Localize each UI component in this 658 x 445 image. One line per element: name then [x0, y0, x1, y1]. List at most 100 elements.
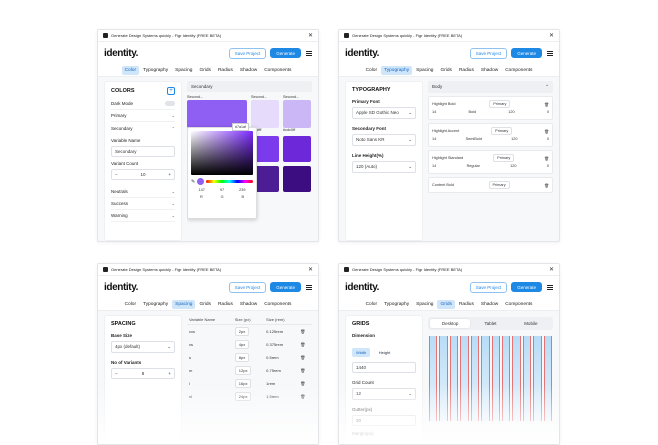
px-select[interactable]: 4px — [234, 340, 250, 349]
minus-icon[interactable]: − — [115, 371, 118, 376]
trash-icon[interactable]: 🗑 — [544, 156, 549, 161]
tab-spacing[interactable]: Spacing — [172, 299, 196, 309]
trash-icon[interactable]: 🗑 — [300, 355, 306, 360]
line-height-value[interactable]: 120 — [511, 137, 518, 141]
tab-typography[interactable]: Typography — [381, 65, 413, 75]
generate-button[interactable]: Generate — [270, 282, 301, 292]
trash-icon[interactable]: 🗑 — [300, 342, 306, 347]
size-value[interactable]: 14 — [432, 110, 437, 114]
trash-icon[interactable]: 🗑 — [300, 368, 306, 373]
hamburger-menu-icon[interactable] — [306, 284, 312, 290]
generate-button[interactable]: Generate — [511, 48, 542, 58]
tab-color[interactable]: Color — [365, 301, 378, 307]
weight-select[interactable]: SemiBold — [465, 137, 482, 141]
trash-icon[interactable]: 🗑 — [300, 381, 306, 386]
save-project-button[interactable]: Save Project — [228, 281, 267, 293]
tab-typography[interactable]: Typography — [143, 67, 169, 73]
trash-icon[interactable]: 🗑 — [544, 183, 549, 188]
tab-spacing[interactable]: Spacing — [416, 301, 434, 307]
b-value[interactable]: 239 — [239, 188, 246, 192]
color-picker-popover[interactable]: #7a1af ✎ 147 97 239 R G B — [187, 123, 257, 219]
line-height-value[interactable]: 120 — [508, 110, 515, 114]
g-value[interactable]: 97 — [219, 188, 225, 192]
add-color-button[interactable]: + — [167, 87, 175, 95]
letter-spacing-value[interactable]: 0 — [546, 164, 549, 168]
save-project-button[interactable]: Save Project — [228, 47, 267, 59]
weight-select[interactable]: Bold — [468, 110, 477, 114]
tab-components[interactable]: Components — [505, 67, 533, 73]
height-tab[interactable]: Height — [378, 350, 391, 355]
trash-icon[interactable]: 🗑 — [300, 394, 306, 399]
variant-count-stepper[interactable]: − 10 + — [111, 169, 175, 180]
px-select[interactable]: 12px — [234, 366, 252, 375]
trash-icon[interactable]: 🗑 — [544, 102, 549, 107]
line-height-select[interactable]: 120 (Auto) ⌄ — [352, 161, 416, 173]
saturation-value-area[interactable]: #7a1af — [191, 123, 253, 175]
tab-shadow[interactable]: Shadow — [239, 67, 258, 73]
plus-icon[interactable]: + — [168, 371, 171, 376]
tab-radius[interactable]: Radius — [458, 301, 474, 307]
tab-color[interactable]: Color — [124, 301, 137, 307]
font-select[interactable]: Primary — [493, 154, 515, 162]
font-select[interactable]: Primary — [491, 127, 513, 135]
letter-spacing-value[interactable]: 0 — [546, 137, 549, 141]
tab-typography[interactable]: Typography — [384, 301, 410, 307]
tab-radius[interactable]: Radius — [458, 67, 474, 73]
minus-icon[interactable]: − — [115, 172, 118, 177]
tab-shadow[interactable]: Shadow — [480, 67, 499, 73]
tab-grids[interactable]: Grids — [199, 301, 211, 307]
tab-shadow[interactable]: Shadow — [239, 301, 258, 307]
swatch[interactable]: Second...#efdfff — [251, 95, 279, 132]
primary-font-select[interactable]: Apple SD Gothic Neo ⌄ — [352, 107, 416, 119]
close-icon[interactable]: ✕ — [548, 266, 554, 273]
px-select[interactable]: 24px — [234, 392, 252, 401]
tab-components[interactable]: Components — [264, 67, 292, 73]
section-strip[interactable]: Body ⌃ — [428, 81, 553, 93]
size-value[interactable]: 14 — [432, 137, 437, 141]
line-height-value[interactable]: 120 — [510, 164, 517, 168]
trash-icon[interactable]: 🗑 — [300, 329, 306, 334]
variable-name-input[interactable]: Secondary — [111, 146, 175, 157]
px-select[interactable]: 8px — [234, 353, 250, 362]
success-row[interactable]: Success ⌄ — [111, 198, 175, 210]
tab-color[interactable]: Color — [121, 65, 140, 75]
width-tab[interactable]: Width — [352, 348, 371, 357]
secondary-font-select[interactable]: Noto Sans KR ⌄ — [352, 134, 416, 146]
generate-button[interactable]: Generate — [511, 282, 542, 292]
px-select[interactable]: 16px — [234, 379, 252, 388]
hamburger-menu-icon[interactable] — [306, 50, 312, 56]
save-project-button[interactable]: Save Project — [469, 281, 508, 293]
close-icon[interactable]: ✕ — [307, 266, 313, 273]
font-select[interactable]: Primary — [489, 100, 511, 108]
secondary-row[interactable]: Secondary ⌃ — [111, 122, 175, 134]
base-size-select[interactable]: 4px (default) ⌄ — [111, 341, 175, 353]
variants-stepper[interactable]: − 8 + — [111, 368, 175, 379]
tab-spacing[interactable]: Spacing — [175, 67, 193, 73]
neutrals-row[interactable]: Neutrals ⌄ — [111, 186, 175, 198]
font-select[interactable]: Primary — [488, 181, 510, 189]
device-tab-desktop[interactable]: Desktop — [430, 319, 471, 328]
hamburger-menu-icon[interactable] — [547, 284, 553, 290]
px-select[interactable]: 2px — [234, 327, 250, 336]
tab-radius[interactable]: Radius — [217, 67, 233, 73]
tab-grids[interactable]: Grids — [437, 299, 455, 309]
grid-count-select[interactable]: 12 ⌄ — [352, 388, 416, 400]
tab-grids[interactable]: Grids — [199, 67, 211, 73]
gutter-input[interactable]: 20 — [352, 415, 416, 426]
warning-row[interactable]: Warning ⌄ — [111, 210, 175, 222]
hamburger-menu-icon[interactable] — [547, 50, 553, 56]
plus-icon[interactable]: + — [168, 172, 171, 177]
r-value[interactable]: 147 — [198, 188, 205, 192]
tab-color[interactable]: Color — [365, 67, 378, 73]
save-project-button[interactable]: Save Project — [469, 47, 508, 59]
letter-spacing-value[interactable]: 0 — [546, 110, 549, 114]
device-tab-tablet[interactable]: Tablet — [484, 321, 497, 326]
tab-grids[interactable]: Grids — [440, 67, 452, 73]
generate-button[interactable]: Generate — [270, 48, 301, 58]
device-tab-mobile[interactable]: Mobile — [524, 321, 538, 326]
close-icon[interactable]: ✕ — [307, 32, 313, 39]
primary-row[interactable]: Primary ⌄ — [111, 110, 175, 122]
tab-shadow[interactable]: Shadow — [480, 301, 499, 307]
swatch[interactable]: Second... #cdc0ff — [283, 95, 311, 132]
size-value[interactable]: 14 — [432, 164, 437, 168]
